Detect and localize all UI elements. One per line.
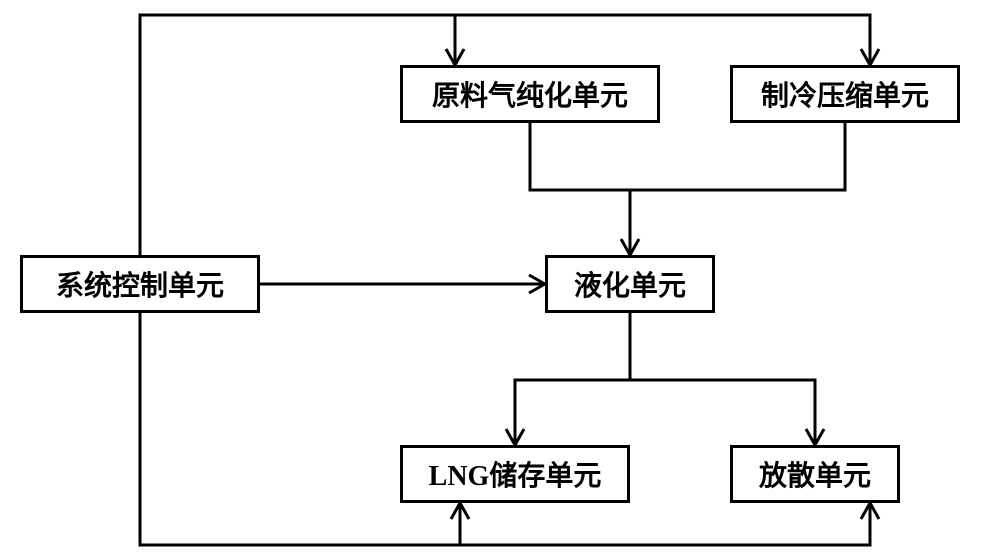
node-lng: LNG储存单元: [400, 445, 630, 503]
node-label: 放散单元: [759, 454, 871, 494]
node-control: 系统控制单元: [20, 255, 260, 313]
node-refrig: 制冷压缩单元: [730, 65, 960, 123]
node-label: 系统控制单元: [56, 264, 224, 304]
node-label: 制冷压缩单元: [761, 74, 929, 114]
node-label: 液化单元: [574, 264, 686, 304]
node-label: LNG储存单元: [429, 454, 602, 494]
node-liquefy: 液化单元: [545, 255, 715, 313]
node-feed: 原料气纯化单元: [400, 65, 660, 123]
diagram-canvas: 系统控制单元 原料气纯化单元 制冷压缩单元 液化单元 LNG储存单元 放散单元: [0, 0, 1000, 557]
node-label: 原料气纯化单元: [432, 74, 628, 114]
node-vent: 放散单元: [730, 445, 900, 503]
